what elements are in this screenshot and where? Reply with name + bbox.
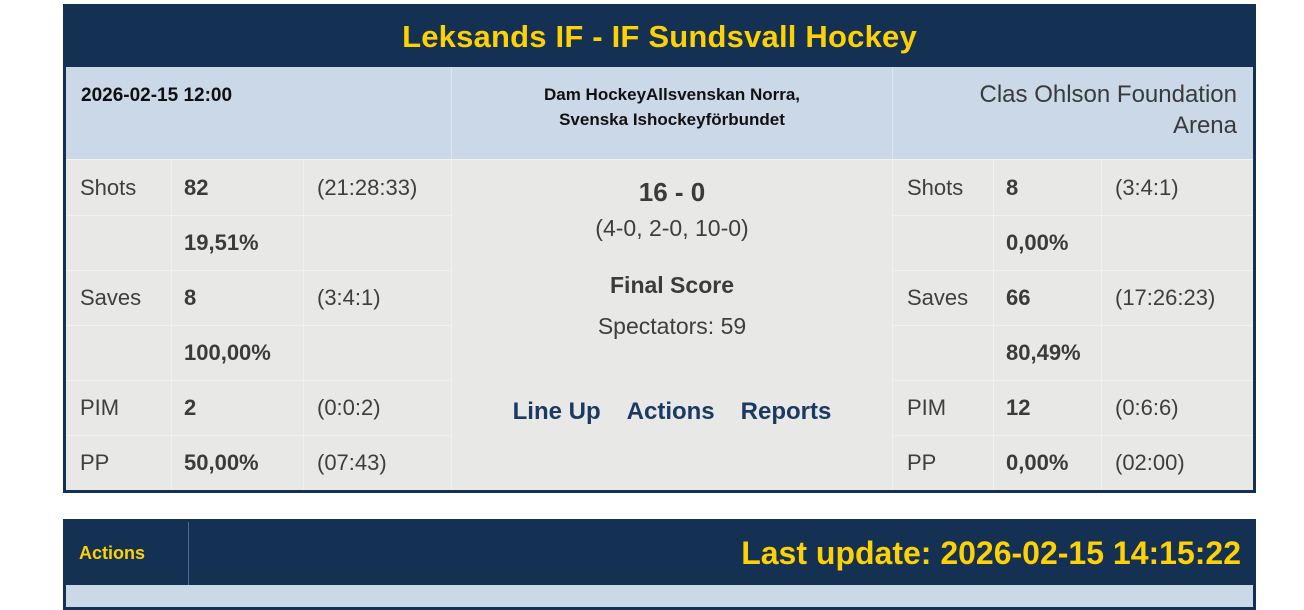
stat-time (303, 216, 451, 270)
away-shots-pct-row: 0,00% (893, 215, 1253, 270)
link-actions[interactable]: Actions (626, 397, 715, 425)
link-reports[interactable]: Reports (740, 397, 832, 425)
home-stats-table: Shots 82 (21:28:33) 19,51% Saves 8 (3:4:… (66, 160, 451, 490)
away-saves-pct-row: 80,49% (893, 325, 1253, 380)
stat-value: 0,00% (993, 436, 1101, 490)
league-name-line2: Svenska Ishockeyförbundet (559, 109, 785, 129)
match-stats-area: Shots 82 (21:28:33) 19,51% Saves 8 (3:4:… (66, 159, 1253, 490)
match-info-row: 2026-02-15 12:00 Dam HockeyAllsvenskan N… (66, 67, 1253, 159)
stat-value: 19,51% (171, 216, 303, 270)
league-name-line1: Dam HockeyAllsvenskan Norra, (543, 85, 801, 104)
away-shots-row: Shots 8 (3:4:1) (893, 160, 1253, 215)
actions-table-empty-row (66, 585, 1253, 607)
stat-time (303, 326, 451, 380)
last-update-text: Last update: 2026-02-15 14:15:22 (741, 535, 1241, 571)
stat-time: (17:26:23) (1101, 271, 1253, 325)
stat-time: (0:0:2) (303, 381, 451, 435)
away-saves-row: Saves 66 (17:26:23) (893, 270, 1253, 325)
stat-label: Saves (907, 285, 969, 310)
stat-label: PIM (80, 395, 120, 420)
score-summary-panel: 16 - 0 (4-0, 2-0, 10-0) Final Score Spec… (451, 160, 893, 490)
away-pp-row: PP 0,00% (02:00) (893, 435, 1253, 490)
stat-label (66, 326, 171, 380)
venue-name: Clas Ohlson Foundation Arena (979, 81, 1237, 140)
away-pim-row: PIM 12 (0:6:6) (893, 380, 1253, 435)
stat-value: 8 (171, 271, 303, 325)
away-stats-table: Shots 8 (3:4:1) 0,00% Saves 66 (17:26:23… (893, 160, 1253, 490)
match-summary-card: Leksands IF - IF Sundsvall Hockey 2026-0… (63, 4, 1256, 493)
stat-time: (3:4:1) (303, 271, 451, 325)
stat-label: PP (907, 450, 937, 475)
stat-label (66, 216, 171, 270)
stat-value: 82 (171, 160, 303, 215)
stat-value: 8 (993, 160, 1101, 215)
stat-time: (0:6:6) (1101, 381, 1253, 435)
stat-time (1101, 326, 1253, 380)
home-pp-row: PP 50,00% (07:43) (66, 435, 451, 490)
home-pim-row: PIM 2 (0:0:2) (66, 380, 451, 435)
match-datetime: 2026-02-15 12:00 (81, 85, 233, 106)
stat-label: Saves (80, 285, 142, 310)
stat-value: 0,00% (993, 216, 1101, 270)
actions-header-bar: Actions Last update: 2026-02-15 14:15:22 (66, 522, 1253, 585)
stat-label: Shots (80, 174, 137, 200)
home-shots-row: Shots 82 (21:28:33) (66, 160, 451, 215)
home-saves-pct-row: 100,00% (66, 325, 451, 380)
match-status: Final Score (610, 271, 734, 298)
match-title-bar: Leksands IF - IF Sundsvall Hockey (66, 7, 1253, 67)
stat-time: (3:4:1) (1101, 160, 1253, 215)
stat-time: (07:43) (303, 436, 451, 490)
stat-value: 50,00% (171, 436, 303, 490)
stat-value: 2 (171, 381, 303, 435)
stat-label (893, 326, 993, 380)
home-saves-row: Saves 8 (3:4:1) (66, 270, 451, 325)
stat-value: 12 (993, 381, 1101, 435)
stat-label (893, 216, 993, 270)
match-title: Leksands IF - IF Sundsvall Hockey (402, 19, 917, 54)
final-score: 16 - 0 (638, 177, 706, 207)
actions-section-card: Actions Last update: 2026-02-15 14:15:22 (63, 519, 1256, 610)
home-shots-pct-row: 19,51% (66, 215, 451, 270)
stat-label: Shots (907, 174, 964, 200)
stat-value: 100,00% (171, 326, 303, 380)
stat-value: 80,49% (993, 326, 1101, 380)
league-name: Dam HockeyAllsvenskan Norra, Svenska Ish… (451, 67, 893, 159)
spectators-count: Spectators: 59 (597, 312, 747, 339)
stat-time: (21:28:33) (303, 160, 451, 215)
match-links-row: Line Up Actions Reports (513, 398, 832, 426)
actions-tab-label: Actions (66, 522, 189, 585)
stat-time: (02:00) (1101, 436, 1253, 490)
stat-value: 66 (993, 271, 1101, 325)
period-scores: (4-0, 2-0, 10-0) (595, 214, 749, 241)
stat-time (1101, 216, 1253, 270)
stat-label: PP (80, 450, 110, 475)
link-line-up[interactable]: Line Up (512, 397, 601, 425)
stat-label: PIM (907, 395, 947, 420)
